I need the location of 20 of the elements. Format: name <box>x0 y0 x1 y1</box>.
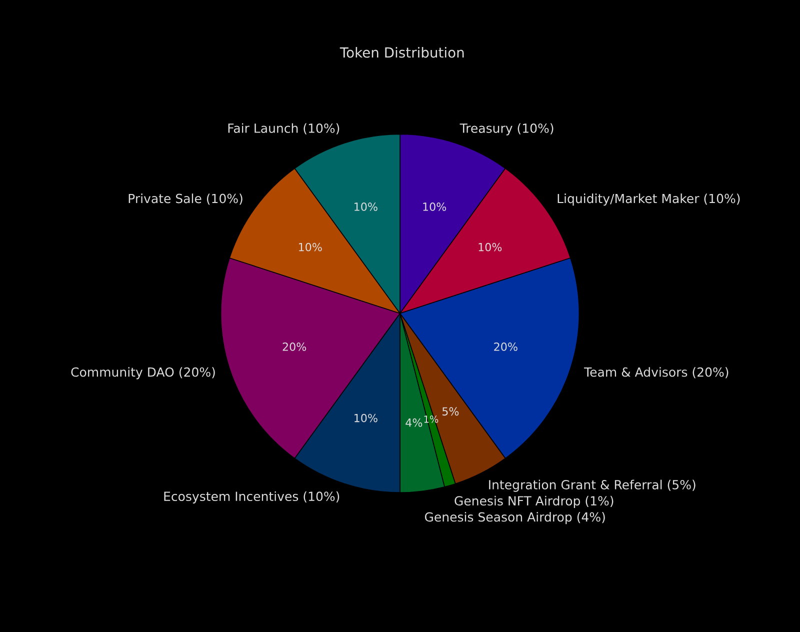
data-label: 10% <box>423 202 446 211</box>
data-label: 10% <box>354 202 378 211</box>
data-label: 4% <box>406 418 422 427</box>
data-label: 20% <box>494 342 518 351</box>
slice-label: Integration Grant & Referral (5%) <box>489 480 696 492</box>
data-label: 10% <box>478 242 502 252</box>
data-label: 20% <box>282 342 306 351</box>
data-label: 10% <box>298 242 322 252</box>
slice-label: Ecosystem Incentives (10%) <box>164 491 340 504</box>
slice-label: Community DAO (20%) <box>71 367 215 380</box>
slice-label: Genesis NFT Airdrop (1%) <box>454 496 614 508</box>
data-label: 5% <box>442 407 459 416</box>
slice-label: Genesis Season Airdrop (4%) <box>424 512 605 524</box>
data-label: 10% <box>354 414 378 422</box>
slice-label: Fair Launch (10%) <box>228 123 340 134</box>
slice-label: Treasury (10%) <box>460 123 554 136</box>
chart-title: Token Distribution <box>340 47 464 58</box>
slice-label: Private Sale (10%) <box>128 194 242 205</box>
slice-label: Liquidity/Market Maker (10%) <box>558 194 740 206</box>
slice-label: Team & Advisors (20%) <box>584 367 728 378</box>
